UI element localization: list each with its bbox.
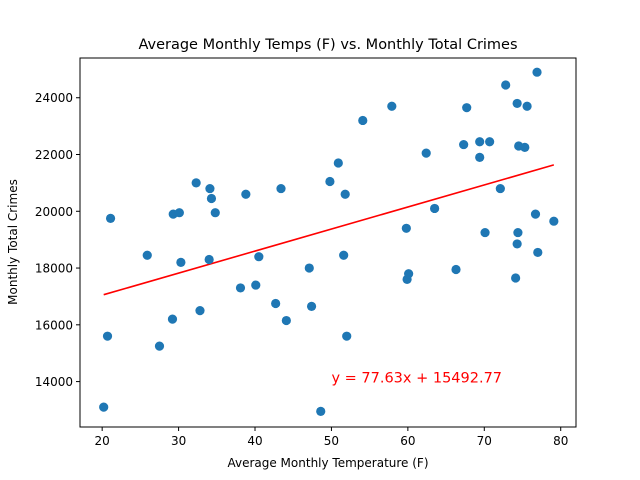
data-point: [105, 213, 116, 223]
data-point: [205, 183, 215, 194]
data-point: [475, 152, 485, 162]
x-tick-label: 30: [171, 434, 186, 448]
y-tick-label: 14000: [35, 375, 73, 389]
regression-layer: [103, 164, 555, 296]
data-point: [520, 142, 530, 153]
data-point: [342, 331, 352, 341]
data-point: [333, 158, 343, 168]
regression-line: [103, 164, 555, 296]
data-point: [532, 67, 542, 77]
data-point: [306, 301, 317, 311]
data-point: [512, 239, 522, 249]
data-point: [421, 148, 431, 158]
axes-frame: [79, 57, 577, 428]
data-point: [271, 298, 281, 309]
data-point: [451, 264, 461, 275]
data-point: [511, 273, 521, 283]
data-point: [513, 227, 523, 238]
x-tick-label: 40: [247, 434, 262, 448]
data-point: [142, 250, 152, 260]
x-axis-ticks: 20 30 40 50 60 70 80: [95, 427, 568, 448]
data-point: [254, 252, 264, 262]
y-axis-label: Monthly Total Crimes: [6, 179, 20, 305]
x-tick-label: 80: [553, 434, 568, 448]
data-point: [533, 247, 543, 258]
data-point: [99, 402, 109, 412]
y-tick-label: 18000: [35, 262, 73, 276]
data-point: [316, 406, 326, 416]
y-axis-ticks: 14000 16000 18000 20000 22000 24000: [35, 91, 80, 389]
data-point: [501, 80, 511, 90]
y-tick-label: 22000: [35, 148, 73, 162]
data-point: [325, 176, 335, 187]
y-tick-label: 20000: [35, 205, 73, 219]
data-point: [174, 208, 184, 218]
data-point: [475, 137, 485, 147]
data-point: [176, 257, 186, 267]
data-point: [167, 314, 178, 324]
data-point: [339, 250, 349, 260]
data-point: [241, 189, 251, 199]
chart-title: Average Monthly Temps (F) vs. Monthly To…: [138, 37, 517, 53]
data-point: [210, 208, 220, 218]
x-tick-label: 60: [400, 434, 415, 448]
data-point: [102, 331, 113, 341]
data-point: [462, 103, 472, 113]
data-point: [387, 101, 397, 111]
x-tick-label: 20: [95, 434, 110, 448]
data-point: [204, 254, 214, 265]
x-tick-label: 70: [477, 434, 492, 448]
data-points: [99, 67, 559, 416]
data-point: [459, 139, 469, 150]
data-point: [195, 306, 205, 316]
data-point: [404, 269, 414, 279]
data-point: [401, 223, 411, 233]
x-tick-label: 50: [324, 434, 339, 448]
data-point: [512, 98, 522, 109]
data-point: [430, 203, 440, 214]
data-point: [251, 280, 261, 290]
data-point: [340, 189, 350, 199]
data-point: [495, 183, 505, 194]
data-point: [358, 115, 368, 126]
regression-equation: y = 77.63x + 15492.77: [331, 371, 502, 387]
y-tick-label: 16000: [35, 318, 73, 332]
data-point: [235, 283, 246, 293]
data-point: [549, 216, 559, 226]
data-point: [191, 178, 201, 188]
data-point: [530, 209, 541, 219]
data-point: [154, 341, 165, 351]
data-point: [206, 193, 217, 204]
data-point: [304, 263, 314, 273]
y-tick-label: 24000: [35, 91, 73, 105]
data-point: [485, 137, 495, 147]
data-point: [276, 183, 286, 194]
x-axis-label: Average Monthly Temperature (F): [227, 456, 428, 470]
data-point: [281, 315, 291, 326]
data-point: [480, 227, 490, 238]
data-point: [522, 101, 532, 111]
